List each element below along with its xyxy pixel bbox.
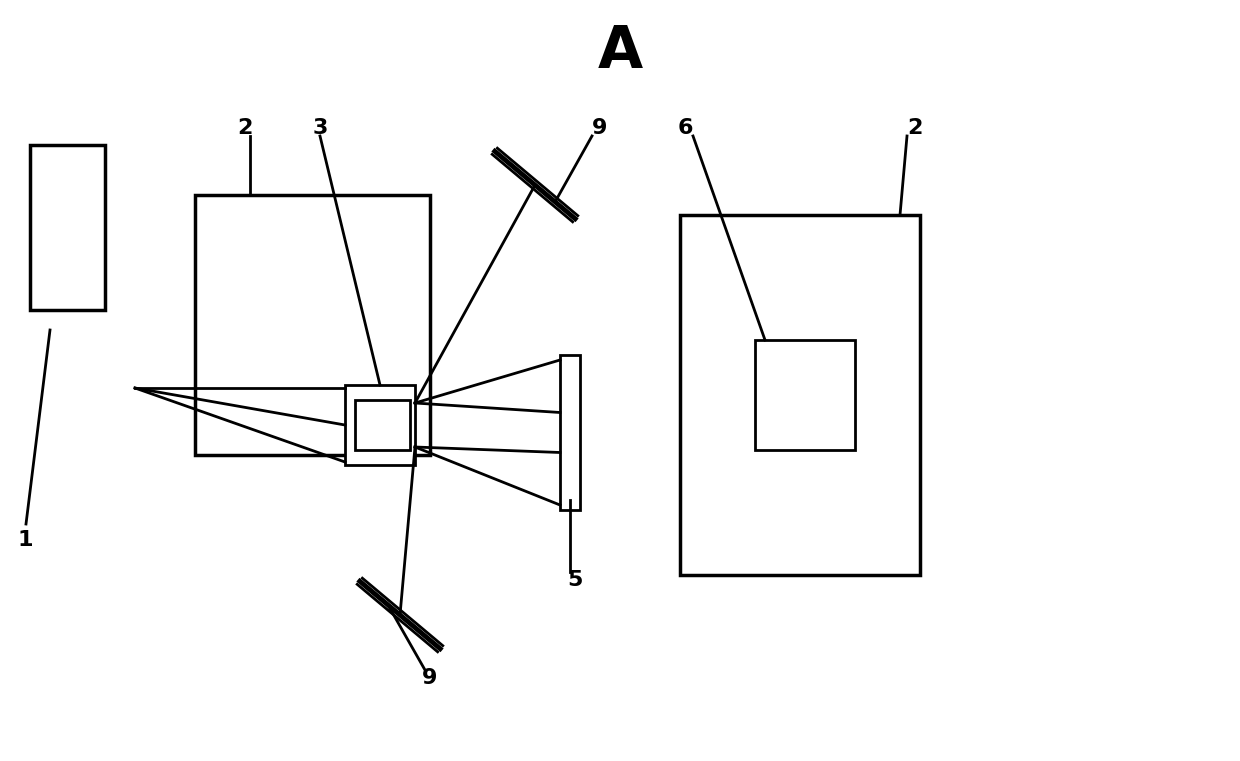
Text: 6: 6 — [677, 118, 693, 138]
Text: 5: 5 — [568, 570, 583, 590]
Bar — [355, 400, 410, 450]
Bar — [345, 385, 415, 465]
Bar — [30, 145, 105, 310]
Bar — [755, 340, 856, 450]
Text: 2: 2 — [908, 118, 923, 138]
Text: 2: 2 — [237, 118, 253, 138]
Text: 9: 9 — [593, 118, 608, 138]
Text: 3: 3 — [312, 118, 327, 138]
Text: A: A — [598, 24, 642, 81]
Bar — [560, 355, 580, 510]
Text: 1: 1 — [19, 530, 33, 550]
Bar — [680, 215, 920, 575]
Text: 9: 9 — [423, 668, 438, 688]
Bar — [195, 195, 430, 455]
